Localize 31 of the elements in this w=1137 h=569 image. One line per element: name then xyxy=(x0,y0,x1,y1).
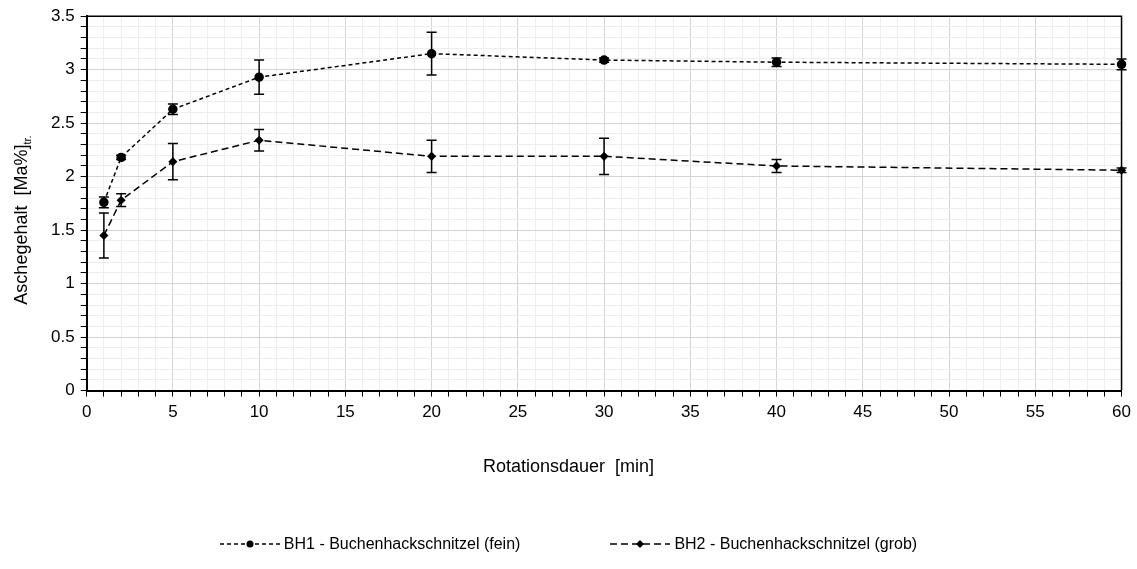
legend-label: BH1 - Buchenhackschnitzel (fein) xyxy=(283,535,521,553)
x-tick-label: 0 xyxy=(81,402,92,422)
y-tick-label: 0 xyxy=(65,380,75,400)
x-tick-label: 45 xyxy=(853,402,873,422)
point xyxy=(168,157,178,166)
x-tick-label: 10 xyxy=(249,402,269,422)
point xyxy=(254,136,264,145)
x-axis-title: Rotationsdauer [min] xyxy=(481,456,656,477)
x-tick-label: 35 xyxy=(680,402,700,422)
legend-label: BH2 - Buchenhackschnitzel (grob) xyxy=(674,535,918,553)
y-tick-label: 1 xyxy=(65,273,75,293)
y-tick-label: 3 xyxy=(65,59,75,79)
x-tick-label: 60 xyxy=(1112,402,1132,422)
x-tick-label: 55 xyxy=(1025,402,1045,422)
y-tick-label: 1.5 xyxy=(50,219,75,239)
x-tick-label: 40 xyxy=(767,402,787,422)
x-tick-label: 20 xyxy=(422,402,442,422)
x-tick-label: 30 xyxy=(594,402,614,422)
point xyxy=(426,48,437,59)
y-tick-label: 2.5 xyxy=(50,112,75,132)
x-tick-label: 50 xyxy=(939,402,959,422)
y-tick-label: 3.5 xyxy=(50,5,75,25)
point xyxy=(427,152,436,161)
x-tick-label: 15 xyxy=(335,402,355,422)
y-tick-label: 0.5 xyxy=(50,326,75,346)
point xyxy=(99,231,109,240)
x-tick-label: 25 xyxy=(508,402,528,422)
point xyxy=(254,72,264,82)
point xyxy=(599,152,609,161)
y-tick-label: 2 xyxy=(65,166,75,186)
x-tick-label: 5 xyxy=(168,402,178,422)
